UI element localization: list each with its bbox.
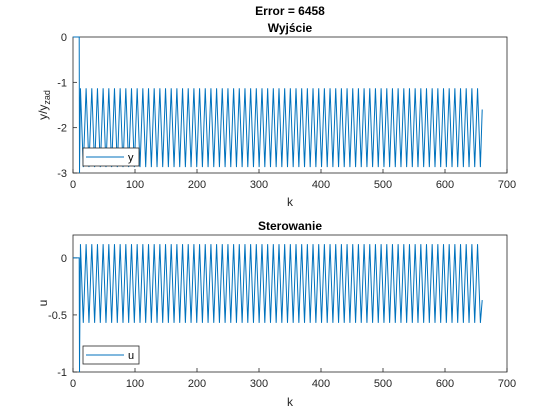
x-tick-label: 600 <box>436 179 454 191</box>
x-tick-label: 400 <box>312 378 330 390</box>
y-tick-label: -1 <box>57 77 67 89</box>
y-tick-label: -1 <box>57 367 67 379</box>
x-tick-label: 500 <box>374 179 392 191</box>
x-tick-label: 300 <box>250 179 268 191</box>
subplot-output-title: Wyjście <box>268 21 313 35</box>
x-tick-label: 100 <box>126 378 144 390</box>
series-line-y <box>73 36 483 174</box>
subplot-output-x-label: k <box>287 195 294 209</box>
subplot-control-x-label: k <box>287 395 294 409</box>
series-line-u <box>73 244 483 373</box>
x-tick-label: 100 <box>126 179 144 191</box>
x-tick-label: 700 <box>498 179 516 191</box>
y-tick-label: 0 <box>61 253 67 265</box>
x-tick-label: 700 <box>498 378 516 390</box>
figure-title: Error = 6458 <box>255 4 325 18</box>
x-tick-label: 600 <box>436 378 454 390</box>
x-tick-label: 0 <box>70 378 76 390</box>
legend-output-label: y <box>128 152 134 164</box>
subplot-control: Sterowanie 0 100 200 300 400 500 600 700 0 -0.5 -… <box>36 219 516 409</box>
subplot-control-title: Sterowanie <box>258 219 322 233</box>
subplot-control-x-ticks: 0 100 200 300 400 500 600 700 <box>70 368 516 390</box>
x-tick-label: 200 <box>188 179 206 191</box>
subplot-control-y-label: u <box>36 300 50 307</box>
x-tick-label: 0 <box>70 179 76 191</box>
x-tick-label: 200 <box>188 378 206 390</box>
y-tick-label: -2 <box>57 123 67 135</box>
y-tick-label: -0.5 <box>48 310 67 322</box>
subplot-output: Wyjście 0 100 200 300 400 500 600 700 0 -1 -2 -3 k… <box>36 21 516 209</box>
legend-output[interactable]: y <box>82 147 140 167</box>
y-tick-label: 0 <box>61 32 67 44</box>
x-tick-label: 400 <box>312 179 330 191</box>
subplot-output-y-label: y/yzad <box>36 90 52 120</box>
x-tick-label: 500 <box>374 378 392 390</box>
legend-control-label: u <box>128 350 134 362</box>
subplot-output-x-ticks: 0 100 200 300 400 500 600 700 <box>70 169 516 191</box>
subplot-control-y-ticks: 0 -0.5 -1 <box>48 253 77 379</box>
x-tick-label: 300 <box>250 378 268 390</box>
legend-control[interactable]: u <box>82 345 140 365</box>
y-tick-label: -3 <box>57 168 67 180</box>
